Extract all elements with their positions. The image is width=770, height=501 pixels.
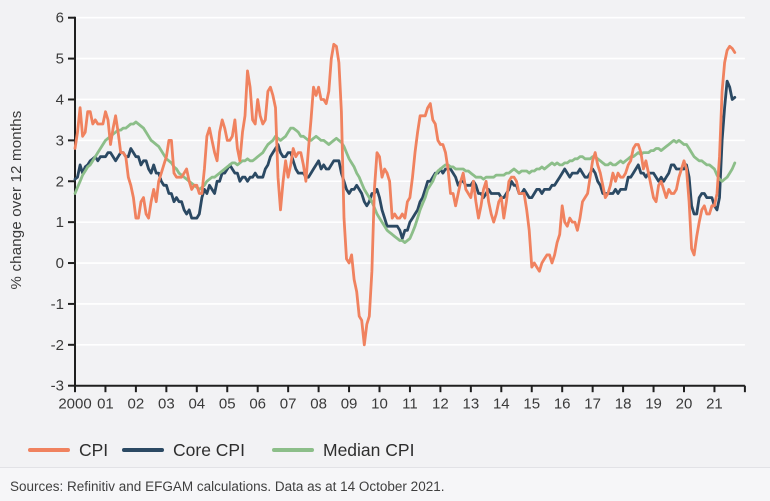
- svg-text:18: 18: [615, 396, 632, 413]
- svg-text:05: 05: [219, 396, 236, 413]
- svg-text:2: 2: [56, 173, 64, 190]
- svg-text:13: 13: [463, 396, 480, 413]
- legend: CPI Core CPI Median CPI: [0, 439, 770, 461]
- svg-text:5: 5: [56, 51, 64, 68]
- svg-text:07: 07: [280, 396, 297, 413]
- svg-text:21: 21: [706, 396, 723, 413]
- svg-text:17: 17: [584, 396, 601, 413]
- legend-item-core-cpi: Core CPI: [122, 439, 245, 461]
- legend-item-median-cpi: Median CPI: [272, 439, 414, 461]
- svg-text:06: 06: [249, 396, 266, 413]
- legend-label-core-cpi: Core CPI: [173, 439, 245, 460]
- svg-text:4: 4: [56, 91, 64, 108]
- axes: [68, 16, 746, 393]
- core-cpi-line-swatch-icon: [122, 448, 164, 452]
- cpi-line-swatch-icon: [28, 448, 70, 452]
- svg-text:02: 02: [128, 396, 145, 413]
- y-tick-labels: 6 5 4 3 2 1 0 -1 -2 -3: [51, 10, 64, 395]
- svg-text:6: 6: [56, 10, 64, 27]
- series-line-median-cpi: [73, 120, 737, 245]
- svg-text:20: 20: [676, 396, 693, 413]
- svg-text:12: 12: [432, 396, 449, 413]
- legend-label-cpi: CPI: [79, 439, 109, 460]
- svg-text:2000: 2000: [58, 396, 91, 413]
- svg-text:11: 11: [402, 396, 418, 413]
- series-line-cpi: [73, 42, 737, 347]
- legend-item-cpi: CPI: [28, 439, 108, 461]
- svg-text:03: 03: [158, 396, 175, 413]
- median-cpi-line-swatch-icon: [272, 448, 314, 452]
- svg-text:-1: -1: [51, 296, 64, 313]
- svg-text:08: 08: [310, 396, 327, 413]
- svg-text:10: 10: [371, 396, 388, 413]
- legend-label-median-cpi: Median CPI: [323, 439, 415, 460]
- footer-divider: [0, 467, 770, 501]
- svg-text:3: 3: [56, 132, 64, 149]
- svg-text:01: 01: [97, 396, 114, 413]
- svg-text:09: 09: [341, 396, 358, 413]
- source-note: Sources: Refinitiv and EFGAM calculation…: [10, 479, 445, 494]
- plot-background: [0, 0, 770, 470]
- x-tick-labels: 2000 01 02 03 04 05 06 07 08 09 10 11 12 13 14 15 16 17 18…: [58, 396, 722, 413]
- svg-text:14: 14: [493, 396, 510, 413]
- svg-text:1: 1: [56, 214, 64, 231]
- svg-text:04: 04: [188, 396, 205, 413]
- series-line-core-cpi: [73, 79, 737, 240]
- svg-text:-3: -3: [51, 378, 64, 395]
- svg-text:15: 15: [523, 396, 540, 413]
- y-axis-title: % change over 12 months: [8, 110, 25, 290]
- svg-text:16: 16: [554, 396, 571, 413]
- svg-text:-2: -2: [51, 337, 64, 354]
- svg-text:0: 0: [56, 255, 64, 272]
- svg-text:19: 19: [645, 396, 662, 413]
